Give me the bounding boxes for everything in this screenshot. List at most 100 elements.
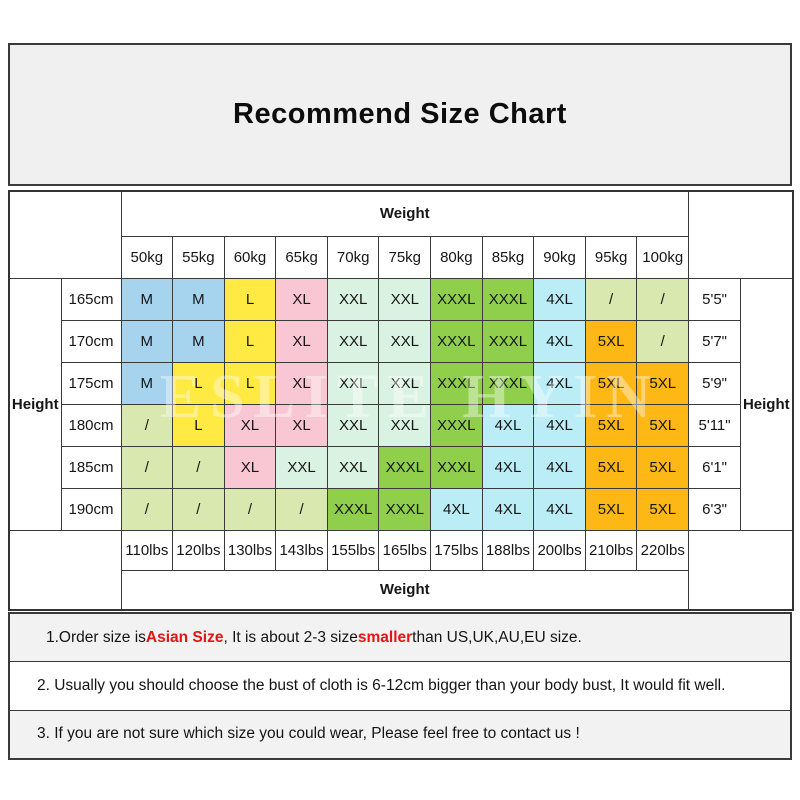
size-cell: XL bbox=[223, 403, 277, 447]
weight-lbs-header: 120lbs bbox=[172, 529, 225, 571]
size-cell: XL bbox=[275, 319, 328, 363]
height-cm-label: 170cm bbox=[60, 319, 122, 363]
size-cell: 5XL bbox=[584, 361, 638, 405]
size-row: 180cm / L XL XL XXL XXL XXXL 4XL 4XL 5XL 5XL 5'11" bbox=[9, 403, 793, 447]
size-cell: L bbox=[223, 361, 277, 405]
size-cell: XXXL bbox=[430, 277, 483, 321]
size-cell: XXL bbox=[378, 319, 432, 363]
size-cell: XXXL bbox=[326, 487, 380, 531]
weight-axis-label-top: Weight bbox=[120, 190, 690, 237]
size-cell: L bbox=[172, 403, 225, 447]
size-cell: XL bbox=[275, 277, 328, 321]
size-cell: 4XL bbox=[481, 403, 535, 447]
size-cell: XXXL bbox=[378, 487, 432, 531]
page-title: Recommend Size Chart bbox=[233, 98, 567, 130]
size-cell: / bbox=[636, 319, 690, 363]
size-cell: XXL bbox=[378, 277, 432, 321]
weight-kg-header: 95kg bbox=[584, 235, 638, 279]
size-cell: 5XL bbox=[584, 487, 638, 531]
size-chart-table: Weight 50kg 55kg 60kg 65kg 70kg 75kg 80kg 85kg 9… bbox=[8, 190, 794, 611]
corner-top-left bbox=[8, 190, 122, 279]
size-cell: 4XL bbox=[481, 445, 535, 489]
size-cell: / bbox=[636, 277, 690, 321]
weight-kg-header: 85kg bbox=[481, 235, 535, 279]
size-cell: XXXL bbox=[378, 445, 432, 489]
size-cell: XXXL bbox=[430, 361, 483, 405]
size-cell: 5XL bbox=[636, 403, 690, 447]
size-row: 170cm M M L XL XXL XXL XXXL XXXL 4XL 5XL/5'7" bbox=[9, 319, 793, 363]
title-box: Recommend Size Chart bbox=[8, 43, 792, 186]
height-ft-label: 5'11" bbox=[688, 403, 742, 447]
size-cell: 4XL bbox=[533, 319, 586, 363]
note-row: 1.Order size is Asian Size, It is about … bbox=[10, 614, 790, 662]
size-cell: M bbox=[120, 319, 174, 363]
size-row: 175cm M L L XL XXL XXL XXXL XXXL 4XL 5XL 5XL 5'9" bbox=[9, 361, 793, 405]
height-cm-label: 165cm bbox=[60, 277, 122, 321]
weight-footer-row: Weight bbox=[9, 569, 793, 611]
size-cell: 5XL bbox=[636, 487, 690, 531]
weight-kg-header: 80kg bbox=[430, 235, 483, 279]
size-cell: 5XL bbox=[584, 403, 638, 447]
weight-kg-header: 60kg bbox=[223, 235, 277, 279]
size-cell: 5XL bbox=[636, 445, 690, 489]
weight-kg-header: 100kg bbox=[636, 235, 690, 279]
size-cell: XXXL bbox=[430, 445, 483, 489]
height-cm-label: 180cm bbox=[60, 403, 122, 447]
size-cell: M bbox=[120, 361, 174, 405]
size-cell: XL bbox=[275, 361, 328, 405]
weight-lbs-row: 110lbs 120lbs 130lbs 143lbs 155lbs 165lbs 175l… bbox=[8, 529, 794, 611]
size-cell: / bbox=[120, 487, 174, 531]
weight-kg-header: 55kg bbox=[172, 235, 225, 279]
height-ft-label: 6'1" bbox=[688, 445, 742, 489]
note-row: 2. Usually you should choose the bust of… bbox=[10, 661, 790, 709]
size-cell: XXXL bbox=[481, 361, 535, 405]
size-cell: / bbox=[584, 277, 638, 321]
size-row: 185cm / / XL XXL XXL XXXL XXXL 4XL 4XL 5XL 5XL 6'1" bbox=[9, 445, 793, 489]
weight-kg-row: 50kg 55kg 60kg 65kg 70kg 75kg 80kg 85kg 90kg 95kg… bbox=[9, 235, 793, 279]
size-cell: XXL bbox=[326, 403, 380, 447]
note-text: , It is about 2-3 size bbox=[223, 628, 358, 646]
weight-lbs-header: 220lbs bbox=[636, 529, 690, 571]
size-cell: / bbox=[275, 487, 328, 531]
height-cm-label: 175cm bbox=[60, 361, 122, 405]
size-cell: / bbox=[120, 403, 174, 447]
size-cell: 4XL bbox=[430, 487, 483, 531]
size-row: Height 165cm M M L XL XXL XXL XXXL XXXL 4XL //5'5" H… bbox=[8, 277, 794, 531]
size-cell: L bbox=[223, 319, 277, 363]
height-ft-label: 5'5" bbox=[688, 277, 742, 321]
size-cell: XXL bbox=[326, 445, 380, 489]
size-cell: XXXL bbox=[430, 319, 483, 363]
size-cell: / bbox=[223, 487, 277, 531]
height-axis-label-left: Height bbox=[8, 277, 62, 531]
size-cell: 5XL bbox=[584, 445, 638, 489]
size-cell: XXXL bbox=[481, 277, 535, 321]
size-cell: L bbox=[223, 277, 277, 321]
size-cell: 4XL bbox=[533, 403, 586, 447]
size-cell: 4XL bbox=[533, 487, 586, 531]
size-cell: M bbox=[120, 277, 174, 321]
weight-lbs-header: 143lbs bbox=[275, 529, 328, 571]
weight-lbs-header: 130lbs bbox=[223, 529, 277, 571]
size-cell: 4XL bbox=[481, 487, 535, 531]
size-cell: XXL bbox=[326, 319, 380, 363]
notes-box: 1.Order size is Asian Size, It is about … bbox=[8, 612, 792, 760]
note-highlight: smaller bbox=[357, 628, 413, 646]
size-cell: XXL bbox=[326, 361, 380, 405]
note-row: 3. If you are not sure which size you co… bbox=[10, 709, 790, 758]
size-cell: 4XL bbox=[533, 277, 586, 321]
weight-lbs-header: 165lbs bbox=[378, 529, 432, 571]
size-cell: 5XL bbox=[636, 361, 690, 405]
size-cell: M bbox=[172, 277, 225, 321]
height-cm-label: 190cm bbox=[60, 487, 122, 531]
note-text: than US,UK,AU,EU size. bbox=[412, 628, 582, 646]
size-cell: / bbox=[120, 445, 174, 489]
height-ft-label: 5'9" bbox=[688, 361, 742, 405]
size-cell: XL bbox=[223, 445, 277, 489]
note-text: 1.Order size is bbox=[46, 628, 146, 646]
size-cell: XXXL bbox=[481, 319, 535, 363]
weight-kg-header: 65kg bbox=[275, 235, 328, 279]
weight-lbs-header: 175lbs bbox=[430, 529, 483, 571]
size-cell: L bbox=[172, 361, 225, 405]
size-cell: XXXL bbox=[430, 403, 483, 447]
